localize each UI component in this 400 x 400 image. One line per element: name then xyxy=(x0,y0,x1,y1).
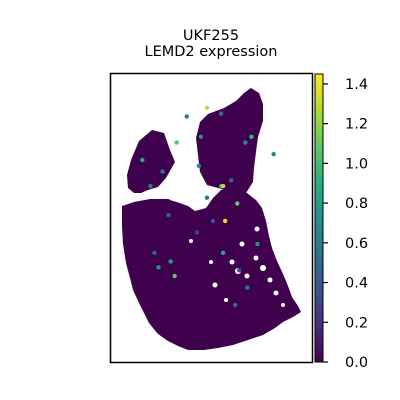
colorbar: 0.0 0.2 0.4 0.6 0.8 1.0 1.2 1.4 xyxy=(314,73,368,371)
colorbar-tick-label: 0.2 xyxy=(345,315,368,331)
expression-point xyxy=(243,140,248,145)
expression-point xyxy=(160,169,165,174)
expression-point xyxy=(148,183,153,189)
expression-point xyxy=(140,157,145,163)
colorbar-tick-label: 0.4 xyxy=(345,276,368,292)
expression-point xyxy=(156,265,161,270)
expression-point xyxy=(210,218,216,224)
expression-point xyxy=(222,218,228,224)
expression-point xyxy=(184,114,189,119)
expression-point xyxy=(255,241,260,247)
colorbar-ticks: 0.0 0.2 0.4 0.6 0.8 1.0 1.2 1.4 xyxy=(323,77,368,371)
colorbar-tick-label: 0.6 xyxy=(345,236,368,252)
expression-point xyxy=(204,105,210,111)
expression-point xyxy=(237,268,242,273)
expression-point xyxy=(218,111,224,116)
colorbar-tick-label: 0.0 xyxy=(345,355,368,371)
expression-point xyxy=(198,134,204,139)
chart-title-line-2: LEMD2 expression xyxy=(145,44,278,60)
expression-point xyxy=(235,201,240,206)
expression-point xyxy=(174,140,179,145)
colorbar-tick-label: 1.0 xyxy=(345,156,368,172)
expression-point xyxy=(152,250,157,255)
expression-point xyxy=(166,212,171,218)
expression-points xyxy=(140,105,276,308)
expression-point xyxy=(196,163,202,168)
expression-point xyxy=(220,250,226,255)
tissue-holes xyxy=(168,172,285,307)
colorbar-tick-label: 1.4 xyxy=(345,77,368,93)
expression-point xyxy=(172,273,177,279)
expression-point xyxy=(249,134,254,139)
expression-point xyxy=(194,230,200,235)
expression-point xyxy=(233,302,238,308)
expression-point xyxy=(271,152,276,157)
colorbar-gradient xyxy=(314,73,324,363)
expression-point xyxy=(204,195,210,200)
expression-point xyxy=(245,285,250,290)
expression-point xyxy=(220,183,226,189)
colorbar-tick-label: 0.8 xyxy=(345,196,368,212)
chart-title-line-1: UKF255 xyxy=(183,28,239,44)
colorbar-tick-label: 1.2 xyxy=(345,117,368,133)
expression-point xyxy=(168,259,173,264)
expression-point xyxy=(229,178,234,183)
